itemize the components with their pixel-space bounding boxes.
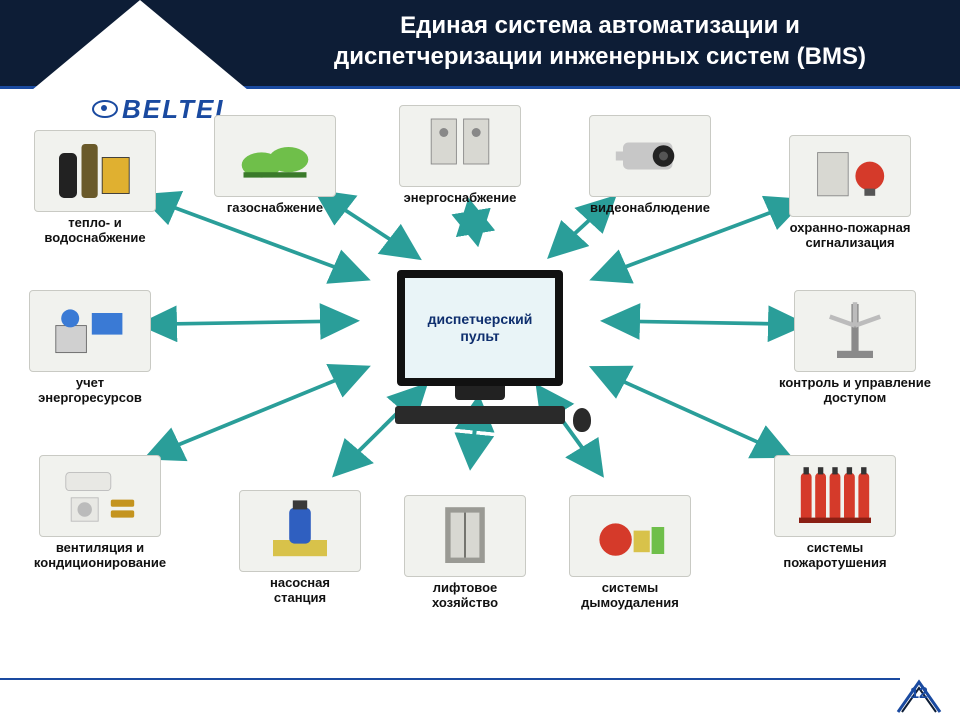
keyboard-icon [395,406,565,424]
gas-icon [214,115,336,197]
node-fire_supp: системы пожаротушения [750,455,920,571]
power-label: энергоснабжение [375,191,545,206]
slide-stage: Единая система автоматизации и диспетчер… [0,0,960,720]
header-triangle-decor [20,0,260,100]
node-power: энергоснабжение [375,105,545,206]
monitor-stand [455,386,505,400]
diagram-area: диспетчерский пульт тепло- и водоснабжен… [0,100,960,670]
access-icon [794,290,916,372]
heat_water-label: тепло- и водоснабжение [10,216,180,246]
gas-label: газоснабжение [190,201,360,216]
node-metering: учет энергоресурсов [5,290,175,406]
access-label: контроль и управление доступом [770,376,940,406]
lift-label: лифтовое хозяйство [380,581,550,611]
slide-title: Единая система автоматизации и диспетчер… [260,10,940,72]
node-access: контроль и управление доступом [770,290,940,406]
center-node: диспетчерский пульт [390,270,570,424]
fire_alarm-label: охранно-пожарная сигнализация [765,221,935,251]
footer-line [0,678,900,680]
center-label: диспетчерский пульт [428,311,533,345]
hvac-icon [39,455,161,537]
node-gas: газоснабжение [190,115,360,216]
power-icon [399,105,521,187]
node-cctv: видеонаблюдение [565,115,735,216]
cctv-label: видеонаблюдение [565,201,735,216]
fire_supp-label: системы пожаротушения [750,541,920,571]
monitor-icon: диспетчерский пульт [397,270,563,386]
pump-icon [239,490,361,572]
node-hvac: вентиляция и кондиционирование [15,455,185,571]
metering-icon [29,290,151,372]
heat_water-icon [34,130,156,212]
cctv-icon [589,115,711,197]
fire_supp-icon [774,455,896,537]
node-fire_alarm: охранно-пожарная сигнализация [765,135,935,251]
node-pump: насосная станция [215,490,385,606]
node-heat_water: тепло- и водоснабжение [10,130,180,246]
smoke-icon [569,495,691,577]
node-lift: лифтовое хозяйство [380,495,550,611]
node-smoke: системы дымоудаления [545,495,715,611]
fire_alarm-icon [789,135,911,217]
metering-label: учет энергоресурсов [5,376,175,406]
lift-icon [404,495,526,577]
page-number: 12 [910,685,928,703]
smoke-label: системы дымоудаления [545,581,715,611]
hvac-label: вентиляция и кондиционирование [15,541,185,571]
page-number-badge: 12 [896,674,942,714]
pump-label: насосная станция [215,576,385,606]
